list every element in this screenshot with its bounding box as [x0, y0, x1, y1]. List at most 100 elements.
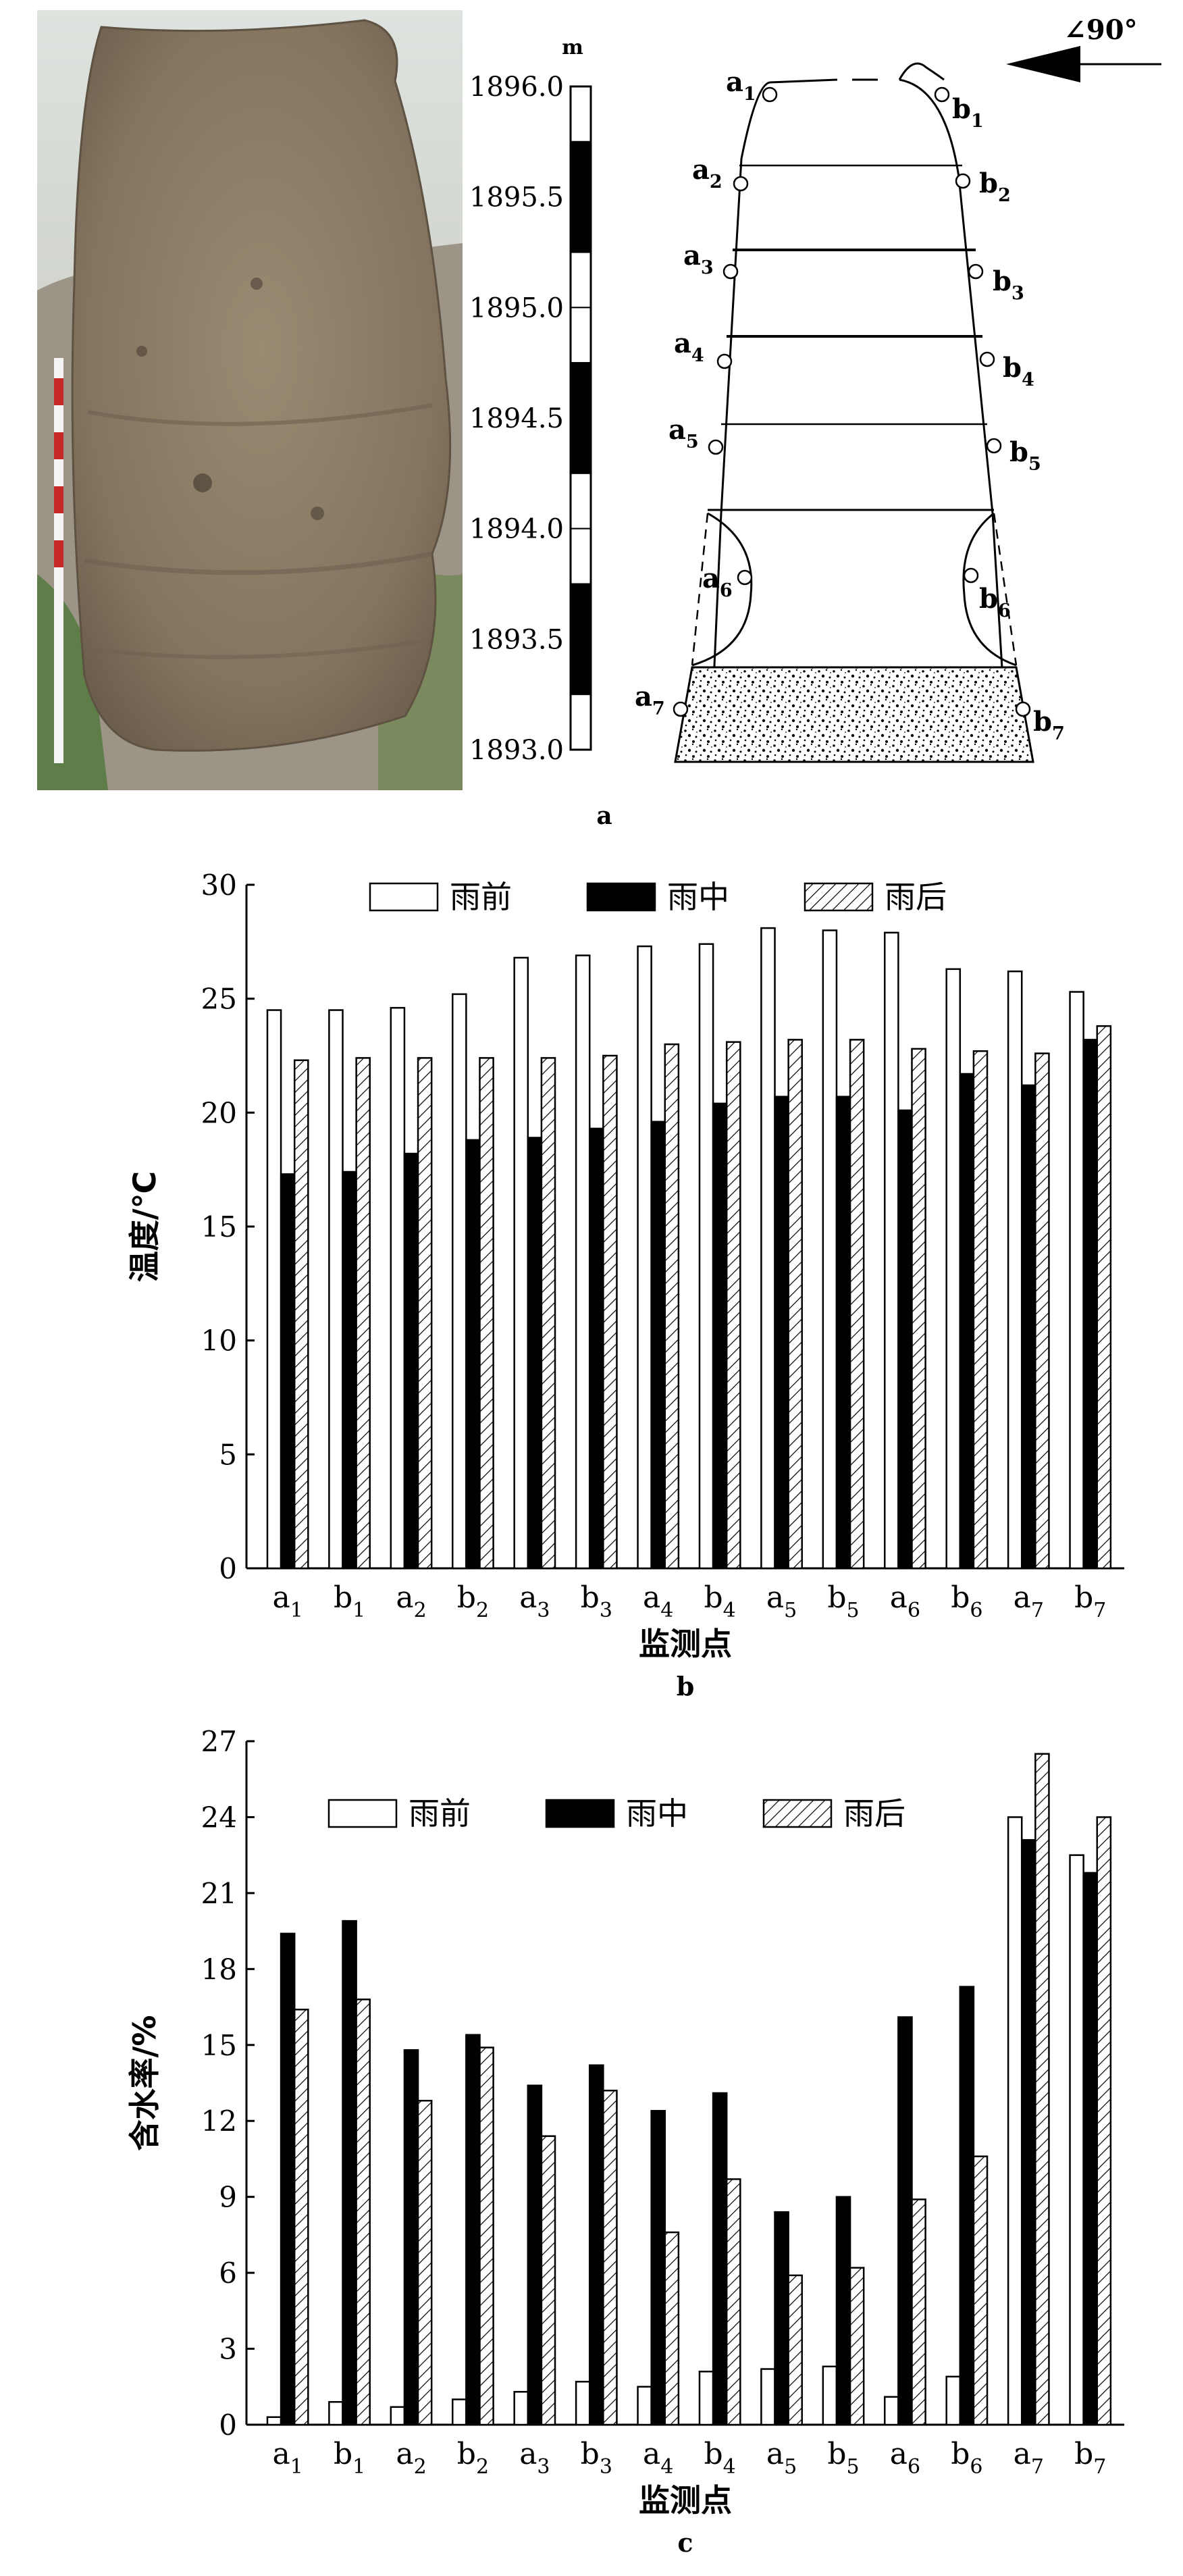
point-label-a1: a1	[726, 66, 756, 105]
x-tick-label: a7	[1014, 2437, 1044, 2479]
y-tick-label: 21	[201, 1877, 237, 1910]
x-tick-label: a4	[643, 1580, 673, 1622]
bar-during-b6	[959, 1986, 975, 2426]
scale-seg	[570, 362, 592, 419]
bar-during-b1	[342, 1920, 357, 2426]
bar-before-b7	[1069, 991, 1084, 1570]
bar-during-a3	[527, 2084, 543, 2426]
panel-label-c: c	[677, 2527, 693, 2558]
y-axis-label: 含水率/%	[126, 2015, 163, 2151]
bar-during-b2	[465, 1139, 481, 1570]
bar-before-a4	[637, 945, 652, 1570]
scale-seg	[570, 307, 592, 364]
bar-after-a3	[540, 2135, 556, 2426]
bar-after-a5	[787, 1039, 803, 1570]
x-tick-label: b7	[1074, 2437, 1106, 2479]
bar-during-b6	[959, 1073, 975, 1570]
x-axis-label: 监测点	[639, 2482, 732, 2519]
soil-column-schematic	[674, 62, 1034, 763]
x-tick-label: b5	[827, 2437, 859, 2479]
bar-after-a7	[1034, 1052, 1050, 1570]
bar-during-a1	[280, 1932, 296, 2426]
bar-before-a6	[884, 2396, 899, 2426]
bar-after-a7	[1034, 1753, 1050, 2426]
bar-after-a1	[293, 1059, 309, 1570]
legend-label: 雨中	[626, 1795, 688, 1832]
legend-swatch	[586, 882, 656, 912]
x-tick-label: a2	[396, 1580, 426, 1622]
bar-before-a1	[266, 1009, 282, 1570]
bar-during-a6	[897, 1109, 913, 1570]
bar-during-a7	[1020, 1084, 1036, 1570]
point-label-a4: a4	[674, 328, 704, 366]
scale-tick-label: 1893.5	[469, 624, 564, 655]
point-label-b6: b6	[979, 583, 1011, 621]
y-tick-label: 0	[219, 2408, 237, 2442]
y-tick-label: 6	[219, 2257, 237, 2290]
point-label-a2: a2	[692, 154, 722, 192]
legend-label: 雨前	[409, 1795, 471, 1832]
bar-after-b3	[602, 1054, 618, 1570]
bar-after-a2	[417, 1057, 433, 1570]
bar-before-a2	[390, 2406, 406, 2426]
bar-before-b1	[328, 1009, 344, 1570]
bar-after-b5	[849, 2267, 865, 2426]
bar-before-a7	[1007, 1816, 1023, 2426]
bar-after-b2	[479, 1057, 494, 1570]
bar-during-a1	[280, 1173, 296, 1570]
point-labels-right: b1 b2 b3 b4 b5 b6 b7	[952, 93, 1065, 744]
legend-swatch	[327, 1799, 398, 1828]
angle-arrow	[1006, 46, 1161, 82]
x-tick-label: b1	[334, 2437, 365, 2479]
legend-label: 雨后	[885, 879, 947, 915]
bar-before-a5	[760, 2368, 776, 2426]
bar-during-b1	[342, 1170, 357, 1570]
y-axis-label: 温度/℃	[126, 1171, 163, 1283]
legend-swatch	[545, 1799, 615, 1828]
scale-seg	[570, 694, 592, 750]
soil-column-photo	[37, 10, 463, 790]
bar-before-b4	[698, 2371, 714, 2426]
bar-after-b6	[972, 2155, 989, 2426]
x-tick-label: b6	[951, 2437, 982, 2479]
scale-frame	[569, 85, 592, 751]
bar-before-a7	[1007, 970, 1023, 1570]
marker-a5	[708, 439, 724, 455]
bar-after-a4	[664, 1043, 680, 1570]
angle-label: ∠90°	[1063, 14, 1137, 46]
scale-tick-label: 1895.5	[469, 182, 564, 213]
bar-during-a4	[650, 2109, 666, 2426]
x-tick-label: a2	[396, 2437, 426, 2479]
point-label-b4: b4	[1003, 352, 1034, 390]
scale-seg	[570, 86, 592, 143]
y-tick-label: 0	[219, 1552, 237, 1585]
bar-after-b1	[355, 1999, 371, 2426]
bar-during-b3	[588, 1127, 604, 1570]
bar-after-a4	[664, 2231, 680, 2426]
scale-seg	[570, 251, 592, 309]
marker-a2	[733, 176, 749, 192]
marker-a1	[762, 86, 778, 103]
y-tick-label: 15	[201, 2029, 237, 2062]
bar-during-a4	[650, 1120, 666, 1570]
bar-after-b3	[602, 2089, 618, 2426]
point-label-a6: a6	[702, 563, 733, 601]
x-tick-label: b2	[457, 2437, 489, 2479]
marker-a3	[722, 263, 739, 280]
monitor-point-markers	[673, 86, 1031, 717]
scale-tick-label: 1893.0	[469, 735, 564, 766]
scale-seg	[570, 472, 592, 530]
bar-during-b5	[835, 1096, 851, 1570]
scale-tick-label: 1895.0	[469, 292, 564, 324]
marker-b7	[1015, 701, 1031, 717]
bar-before-b6	[945, 968, 962, 1570]
chart-temperature: 0 5 10 15 20 25 30 a1 b1 a2 b2 a3 b3 a4 b4 a5 b5 a6 b6 a7 b7…	[126, 869, 1124, 1701]
panel-label-b: b	[677, 1671, 695, 1701]
marker-b1	[934, 86, 950, 103]
scale-seg	[570, 196, 592, 253]
scale-seg	[570, 638, 592, 696]
bar-during-a2	[403, 2049, 419, 2426]
bar-during-a6	[897, 2016, 913, 2426]
bar-before-b1	[328, 2401, 344, 2426]
